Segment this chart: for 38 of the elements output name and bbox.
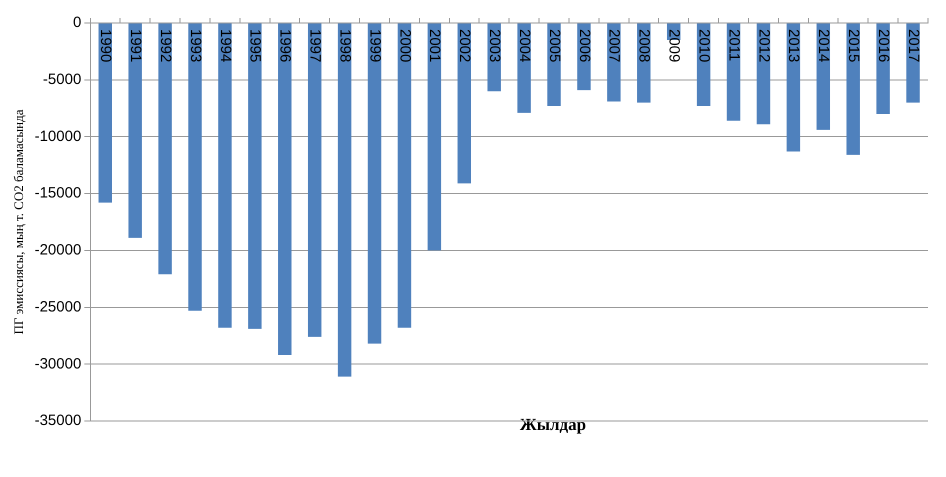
x-tick-label: 2010 (695, 29, 712, 62)
x-tick-label: 2004 (516, 29, 533, 62)
x-tick-label: 1990 (97, 29, 114, 62)
y-tick-label: -10000 (34, 128, 82, 145)
y-tick-label: -25000 (34, 298, 82, 316)
x-tick-label: 1994 (216, 29, 234, 62)
x-tick-label: 1996 (276, 29, 294, 62)
x-tick-label: 1992 (156, 29, 174, 62)
x-tick-label: 1997 (306, 29, 324, 62)
x-tick-label: 2007 (606, 29, 623, 62)
y-tick-label: -35000 (34, 412, 82, 430)
x-tick-label: 1999 (366, 29, 384, 62)
x-tick-label: 1995 (246, 29, 264, 62)
x-tick-label: 2006 (576, 29, 593, 62)
x-tick-label: 1993 (186, 29, 204, 62)
x-tick-label: 2013 (785, 29, 802, 62)
x-axis-title: Жылдар (520, 415, 586, 434)
y-tick-label: -30000 (34, 355, 82, 372)
x-tick-label: 2011 (725, 29, 742, 62)
x-tick-label: 2000 (396, 29, 414, 62)
x-tick-label: 2001 (426, 29, 444, 62)
x-tick-label: 2005 (546, 29, 563, 62)
y-axis-title: ПГ эмиссиясы, мың т. CO2 баламасында (11, 109, 26, 334)
y-tick-label: -15000 (34, 184, 82, 202)
y-tick-label: 0 (72, 14, 82, 32)
x-tick-label: 2012 (755, 29, 772, 62)
x-tick-label: 2014 (815, 29, 832, 62)
x-tick-label: 2017 (904, 29, 922, 62)
y-tick-label: -20000 (34, 242, 82, 259)
y-tick-label: -5000 (42, 71, 82, 88)
x-tick-label: 1991 (127, 29, 144, 62)
x-tick-label: 2016 (874, 29, 892, 62)
x-tick-label: 2015 (845, 29, 862, 62)
x-tick-label: 2003 (486, 29, 504, 62)
x-tick-label: 2008 (636, 29, 653, 62)
x-tick-label: 1998 (336, 29, 354, 62)
x-tick-label: 2002 (456, 29, 474, 62)
x-tick-label: 2009 (666, 29, 683, 62)
